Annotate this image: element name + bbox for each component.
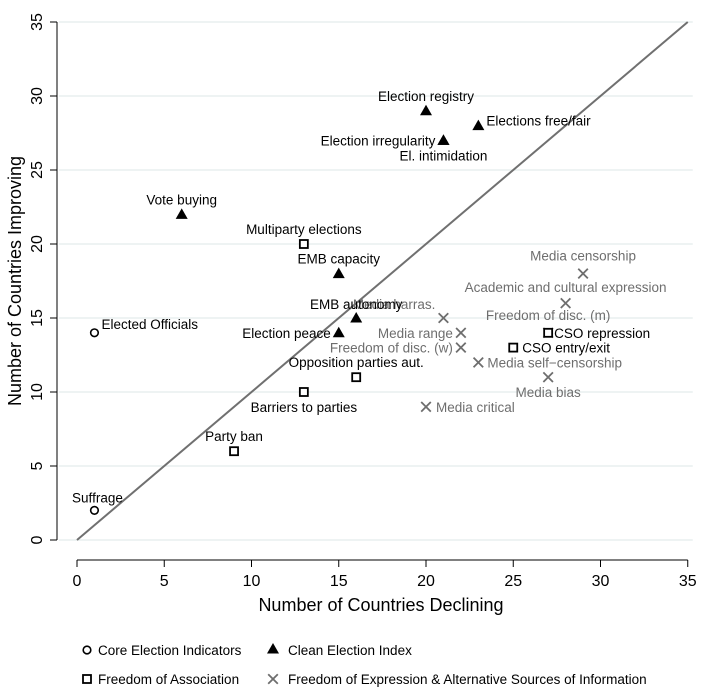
legend-label-2: Freedom of Association bbox=[98, 672, 239, 687]
point-label-3-3: Freedom of disc. (m) bbox=[486, 308, 611, 323]
point-label-3-8: Media critical bbox=[436, 400, 515, 415]
x-axis-title: Number of Countries Declining bbox=[258, 595, 503, 615]
point-label-3-4: Media range bbox=[378, 326, 453, 341]
point-3-2 bbox=[438, 312, 449, 324]
point-label-1-4: Vote buying bbox=[146, 192, 217, 207]
point-label-2-0: Multiparty elections bbox=[246, 222, 362, 237]
x-tick-label-35: 35 bbox=[679, 573, 697, 590]
x-tick-label-15: 15 bbox=[330, 573, 348, 590]
legend-marker-0 bbox=[82, 645, 92, 655]
x-tick-label-10: 10 bbox=[243, 573, 261, 590]
axes: 0 5 10 15 20 25 30 35 0 5 10 15 20 25 30 35 Number of Co… bbox=[5, 13, 697, 615]
point-1-3 bbox=[437, 134, 450, 145]
point-1-5 bbox=[332, 267, 345, 279]
y-tick-label-15: 15 bbox=[29, 309, 46, 327]
point-label-3-1: Academic and cultural expression bbox=[465, 280, 667, 295]
data-points bbox=[89, 104, 589, 516]
point-labels: Media censorship Academic and cultural ex… bbox=[72, 89, 666, 506]
y-axis-title: Number of Countries Improving bbox=[5, 156, 25, 406]
point-label-1-2: Election irregularity bbox=[321, 133, 436, 148]
point-1-1 bbox=[472, 119, 485, 131]
point-label-3-6: Media self−censorship bbox=[487, 355, 622, 370]
point-3-7 bbox=[542, 371, 554, 383]
x-tick-label-5: 5 bbox=[160, 573, 169, 590]
x-tick-label-0: 0 bbox=[73, 573, 82, 590]
point-label-0-0: Elected Officials bbox=[101, 317, 198, 332]
legend-label-1: Clean Election Index bbox=[288, 643, 412, 658]
point-label-1-1: Elections free/fair bbox=[486, 114, 591, 129]
point-1-7 bbox=[332, 326, 345, 338]
point-2-2 bbox=[508, 342, 519, 353]
point-2-4 bbox=[298, 387, 309, 397]
point-label-1-6: EMB autonomy bbox=[310, 297, 403, 312]
point-label-1-7: Election peace bbox=[242, 326, 331, 341]
point-1-0 bbox=[420, 104, 432, 116]
y-tick-label-35: 35 bbox=[29, 13, 46, 31]
point-2-0 bbox=[298, 239, 309, 249]
y-tick-label-20: 20 bbox=[29, 235, 46, 253]
point-label-3-5: Freedom of disc. (w) bbox=[330, 341, 453, 356]
legend-marker-1 bbox=[267, 643, 279, 654]
point-1-4 bbox=[175, 208, 188, 219]
point-label-1-0: Election registry bbox=[378, 89, 474, 104]
point-2-3 bbox=[351, 372, 362, 383]
point-3-5 bbox=[455, 342, 467, 354]
point-0-0 bbox=[89, 328, 100, 338]
point-label-3-7: Media bias bbox=[516, 385, 582, 400]
point-2-1 bbox=[543, 327, 554, 338]
point-label-2-1: CSO repression bbox=[554, 326, 650, 341]
point-label-1-5: EMB capacity bbox=[297, 252, 380, 267]
diagonal-line bbox=[76, 21, 689, 541]
point-label-0-1: Suffrage bbox=[72, 490, 123, 505]
point-3-8 bbox=[420, 401, 432, 413]
point-2-5 bbox=[229, 446, 239, 457]
point-3-6 bbox=[472, 356, 484, 368]
y-tick-label-5: 5 bbox=[29, 461, 46, 470]
point-label-3-0: Media censorship bbox=[530, 249, 636, 264]
point-3-1 bbox=[560, 297, 572, 309]
point-3-0 bbox=[577, 268, 589, 280]
y-tick-label-30: 30 bbox=[29, 87, 46, 105]
y-tick-label-10: 10 bbox=[29, 383, 46, 401]
legend: Core Election Indicators Clean Election I… bbox=[82, 643, 647, 687]
point-label-2-4: Barriers to parties bbox=[251, 400, 358, 415]
point-label-2-3: Opposition parties aut. bbox=[289, 355, 424, 370]
point-3-4 bbox=[455, 327, 467, 339]
x-tick-label-30: 30 bbox=[592, 573, 610, 590]
point-label-3-2: Media harras. bbox=[353, 297, 436, 312]
point-label-2-2: CSO entry/exit bbox=[522, 341, 610, 356]
x-tick-label-20: 20 bbox=[417, 573, 435, 590]
point-0-1 bbox=[89, 505, 100, 516]
diagonal-reference-line bbox=[76, 21, 689, 541]
point-label-1-3: El. intimidation bbox=[400, 148, 488, 163]
x-tick-label-25: 25 bbox=[504, 573, 522, 590]
legend-label-3: Freedom of Expression & Alternative Sour… bbox=[288, 672, 647, 687]
point-label-2-5: Party ban bbox=[205, 429, 263, 444]
y-tick-label-0: 0 bbox=[29, 535, 46, 544]
legend-marker-3 bbox=[267, 673, 279, 685]
y-tick-label-25: 25 bbox=[29, 161, 46, 179]
legend-label-0: Core Election Indicators bbox=[98, 643, 242, 658]
point-1-6 bbox=[350, 312, 363, 323]
legend-marker-2 bbox=[82, 674, 92, 684]
